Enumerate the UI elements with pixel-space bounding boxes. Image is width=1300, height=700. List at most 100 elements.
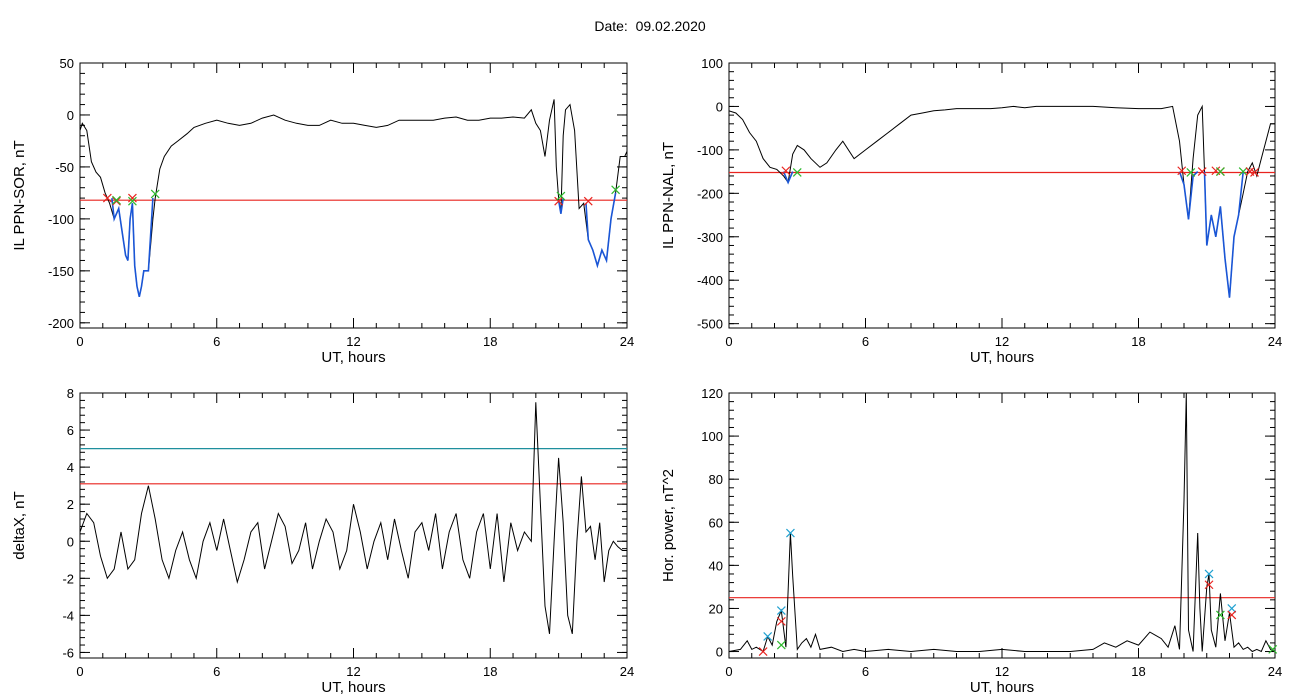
plot-frame [728,392,1276,659]
x-tick-label: 0 [725,334,732,349]
y-tick-label: -100 [48,212,74,227]
x-marker [1268,644,1278,654]
x-marker [1186,168,1196,177]
x-marker [1197,167,1207,177]
x-marker-stroke [1227,610,1237,620]
y-tick-label: 60 [709,515,723,530]
x-marker [583,196,593,206]
x-tick-label: 12 [346,334,360,349]
x-marker [1238,167,1248,177]
x-marker-stroke [556,191,566,201]
x-tick-label: 6 [213,334,220,349]
x-marker [1227,604,1237,613]
x-marker-stroke [776,616,786,626]
x-marker-stroke [763,632,773,641]
y-tick-label: 4 [67,460,74,475]
panel-p2: 0 6 12 18 24 -500 -400 -300 -200 -100 0 100 UT, hour… [660,56,1282,366]
x-marker [781,166,791,176]
x-marker-stroke [1238,167,1248,177]
y-tick-label: -100 [697,143,723,158]
x-marker [1177,166,1187,176]
y-tick-label: 50 [60,56,74,71]
x-marker-stroke [112,196,121,206]
x-marker-stroke [1245,167,1255,177]
x-marker [112,195,121,205]
x-tick-label: 0 [76,664,83,679]
highlight-segment [111,198,154,297]
x-marker-stroke [792,168,802,177]
y-axis-label: IL PPN-SOR, nT [11,140,28,250]
panel-p4: 0 6 12 18 24 0 20 40 60 80 100 120 UT, hours Hor. pow… [660,386,1282,696]
page-title: Date: 09.02.2020 [594,18,706,34]
x-marker [776,606,786,616]
x-axis-label: UT, hours [970,679,1034,696]
x-tick-label: 24 [620,664,634,679]
y-tick-label: 100 [701,56,723,71]
x-marker [1204,569,1214,579]
x-marker-stroke [611,185,621,195]
x-marker-stroke [554,196,564,206]
y-axis-label: deltaX, nT [11,491,28,559]
x-tick-label: 18 [1131,664,1145,679]
x-marker-stroke [1197,167,1207,177]
x-marker-stroke [127,193,137,203]
highlight-segment [1178,171,1199,220]
x-marker [776,640,786,650]
y-tick-label: 0 [716,645,723,660]
x-marker-stroke [1177,166,1187,176]
x-marker-stroke [1227,604,1237,613]
x-axis-label: UT, hours [970,349,1034,366]
series-line [729,393,1275,653]
highlight-segment [585,192,617,269]
x-axis-label: UT, hours [321,679,385,696]
x-axis-label: UT, hours [321,349,385,366]
x-tick-label: 24 [1268,334,1282,349]
x-marker-stroke [1215,167,1225,177]
y-tick-label: -4 [62,608,74,623]
x-marker-stroke [1204,569,1214,579]
x-marker [776,616,786,626]
x-marker-stroke [776,606,786,616]
x-marker-stroke [1250,168,1259,177]
y-tick-label: 80 [709,472,723,487]
x-marker-stroke [1204,580,1214,590]
y-axis-label: IL PPN-NAL, nT [660,142,677,249]
y-tick-label: 0 [716,99,723,114]
y-tick-label: -2 [62,571,74,586]
x-marker-stroke [112,195,121,205]
x-marker-stroke [1211,166,1221,176]
y-tick-label: -300 [697,230,723,245]
x-tick-label: 24 [620,334,634,349]
highlight-segment [557,197,564,214]
x-marker [792,168,802,177]
x-marker-stroke [127,196,137,206]
x-tick-label: 12 [995,334,1009,349]
x-marker-stroke [1268,644,1278,654]
x-marker [150,189,160,199]
x-tick-label: 12 [995,664,1009,679]
highlight-segment [1203,171,1244,298]
x-marker [554,196,564,206]
panel-p1: 0 6 12 18 24 -200 -150 -100 -50 0 50 UT, hours IL PP… [11,56,634,366]
highlight-segment [782,171,794,185]
y-tick-label: 40 [709,558,723,573]
x-marker [1215,610,1225,620]
x-marker [1227,610,1237,620]
series-line [80,402,627,635]
series-line [80,99,627,297]
x-marker-stroke [102,193,112,203]
y-tick-label: 20 [709,601,723,616]
y-tick-label: 120 [701,386,723,401]
plot-frame [79,62,628,329]
x-tick-label: 12 [346,664,360,679]
x-marker-stroke [583,196,593,206]
x-tick-label: 18 [483,334,497,349]
x-tick-label: 0 [76,334,83,349]
x-marker-stroke [1186,168,1196,177]
x-marker [1215,167,1225,177]
y-tick-label: -500 [697,317,723,332]
x-marker-stroke [1215,610,1225,620]
x-marker-stroke [150,189,160,199]
